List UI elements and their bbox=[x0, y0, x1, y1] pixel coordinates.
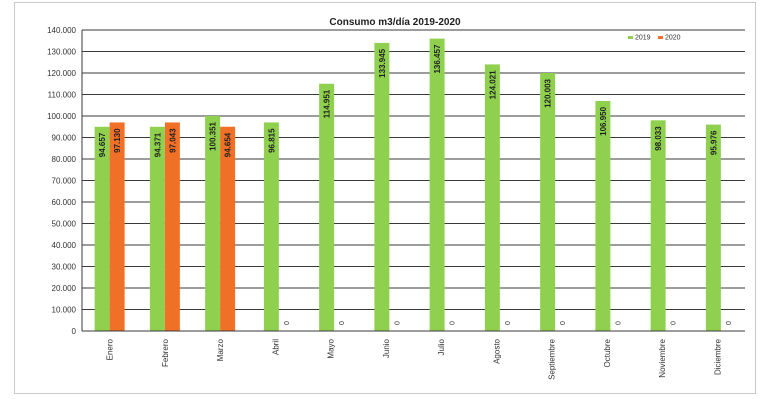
y-tick-label: 120.000 bbox=[47, 69, 76, 78]
y-tick-label: 40.000 bbox=[52, 241, 77, 250]
data-label: 97.130 bbox=[113, 128, 122, 153]
data-label: 97.043 bbox=[168, 128, 177, 153]
legend: 2019 2020 bbox=[628, 35, 681, 42]
bars: 94.657 97.130 94.371 97.043 100.351 94.654 96.… bbox=[94, 38, 733, 332]
bar-2019-febrero[interactable] bbox=[149, 126, 165, 331]
legend-label: 2019 bbox=[635, 35, 651, 42]
legend-swatch-2020 bbox=[658, 36, 663, 39]
y-tick-label: 70.000 bbox=[52, 177, 77, 186]
bar-2019-abril[interactable] bbox=[263, 122, 279, 331]
x-tick-label: Febrero bbox=[161, 338, 170, 367]
data-label: 94.371 bbox=[153, 132, 162, 157]
bar-2019-mayo[interactable] bbox=[319, 83, 335, 331]
bar-2020-marzo[interactable] bbox=[220, 126, 236, 331]
data-label: 0 bbox=[394, 321, 401, 325]
data-label: 96.815 bbox=[267, 128, 276, 153]
data-label: 0 bbox=[284, 321, 291, 325]
bar-2020-febrero[interactable] bbox=[164, 122, 180, 331]
data-label: 114.951 bbox=[323, 89, 332, 118]
data-label: 0 bbox=[505, 321, 512, 325]
y-tick-label: 140.000 bbox=[47, 26, 76, 35]
data-label: 95.976 bbox=[709, 130, 718, 155]
x-tick-label: Julio bbox=[437, 338, 446, 355]
data-label: 98.033 bbox=[654, 126, 663, 151]
data-label: 0 bbox=[615, 321, 622, 325]
legend-swatch-2019 bbox=[628, 36, 633, 39]
y-axis: 0 10.000 20.000 30.000 40.000 50.000 60.000 70.… bbox=[47, 26, 83, 336]
y-tick-label: 20.000 bbox=[52, 284, 77, 293]
y-tick-label: 10.000 bbox=[52, 306, 77, 315]
data-label: 120.003 bbox=[544, 78, 553, 107]
x-tick-label: Junio bbox=[382, 338, 391, 358]
bar-2019-diciembre[interactable] bbox=[705, 124, 721, 331]
bar-2019-enero[interactable] bbox=[94, 126, 110, 331]
x-tick-label: Noviembre bbox=[658, 338, 667, 377]
data-label: 106.950 bbox=[599, 106, 608, 135]
x-axis: Enero Febrero Marzo Abril Mayo Junio Julio Agos… bbox=[82, 330, 745, 380]
x-tick-label: Abril bbox=[271, 339, 280, 355]
bar-2019-junio[interactable] bbox=[374, 42, 390, 332]
data-label: 124.021 bbox=[488, 70, 497, 99]
bar-2019-agosto[interactable] bbox=[484, 64, 500, 332]
x-tick-label: Agosto bbox=[492, 338, 501, 363]
x-tick-label: Mayo bbox=[327, 338, 336, 358]
data-label: 0 bbox=[339, 321, 346, 325]
y-tick-label: 30.000 bbox=[52, 263, 77, 272]
y-tick-label: 0 bbox=[72, 327, 77, 336]
legend-label: 2020 bbox=[665, 35, 681, 42]
x-tick-label: Septiembre bbox=[548, 338, 557, 379]
y-tick-label: 130.000 bbox=[47, 48, 76, 57]
data-label: 94.654 bbox=[224, 132, 233, 157]
y-tick-label: 90.000 bbox=[52, 134, 77, 143]
bar-2019-marzo[interactable] bbox=[205, 116, 221, 331]
bar-2019-septiembre[interactable] bbox=[540, 73, 556, 331]
bar-2019-octubre[interactable] bbox=[595, 100, 611, 331]
x-tick-label: Diciembre bbox=[713, 338, 722, 375]
x-tick-label: Enero bbox=[106, 338, 115, 360]
data-label: 133.945 bbox=[378, 48, 387, 77]
y-tick-label: 60.000 bbox=[52, 198, 77, 207]
data-label: 0 bbox=[450, 321, 457, 325]
bar-2019-julio[interactable] bbox=[429, 38, 445, 331]
y-tick-label: 110.000 bbox=[48, 91, 77, 100]
data-label: 0 bbox=[671, 321, 678, 325]
data-label: 136.457 bbox=[433, 44, 442, 73]
data-label: 0 bbox=[560, 321, 567, 325]
data-label: 0 bbox=[726, 321, 733, 325]
x-tick-label: Marzo bbox=[216, 338, 225, 361]
x-tick-label: Octubre bbox=[603, 338, 612, 367]
data-label: 94.657 bbox=[98, 132, 107, 157]
y-tick-label: 100.000 bbox=[47, 112, 76, 121]
gridlines bbox=[82, 29, 745, 332]
bar-2019-noviembre[interactable] bbox=[650, 120, 666, 331]
y-tick-label: 80.000 bbox=[52, 155, 77, 164]
bar-2020-enero[interactable] bbox=[109, 122, 125, 331]
data-label: 100.351 bbox=[209, 121, 218, 150]
y-tick-label: 50.000 bbox=[52, 220, 77, 229]
chart-title: Consumo m3/día 2019-2020 bbox=[329, 17, 461, 28]
